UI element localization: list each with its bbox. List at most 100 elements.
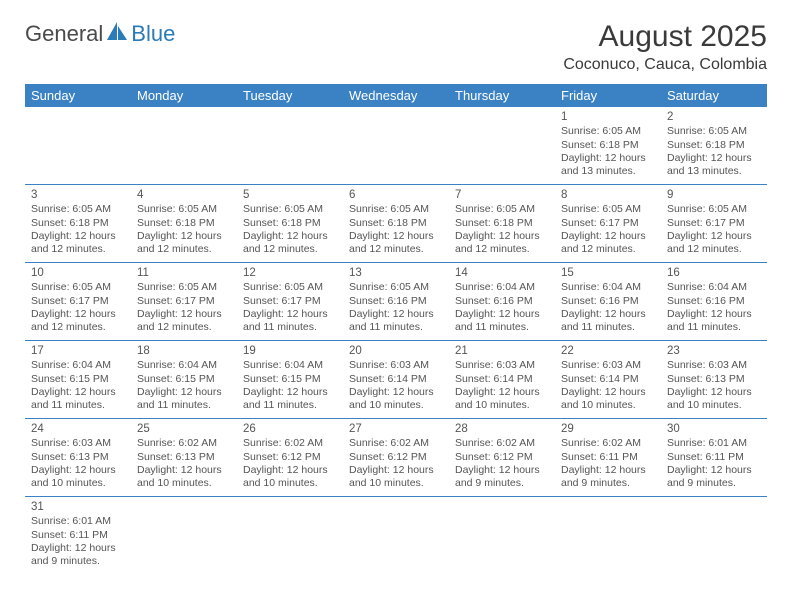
calendar-cell: 31Sunrise: 6:01 AMSunset: 6:11 PMDayligh… <box>25 497 131 575</box>
daylight-text: Daylight: 12 hours <box>561 464 655 477</box>
sunrise-text: Sunrise: 6:04 AM <box>137 359 231 372</box>
sunset-text: Sunset: 6:15 PM <box>137 373 231 386</box>
sunrise-text: Sunrise: 6:03 AM <box>561 359 655 372</box>
day-number: 19 <box>243 344 337 358</box>
calendar-cell: 22Sunrise: 6:03 AMSunset: 6:14 PMDayligh… <box>555 341 661 419</box>
daylight-text: Daylight: 12 hours <box>455 464 549 477</box>
calendar-cell: 26Sunrise: 6:02 AMSunset: 6:12 PMDayligh… <box>237 419 343 497</box>
sunrise-text: Sunrise: 6:03 AM <box>455 359 549 372</box>
sunrise-text: Sunrise: 6:02 AM <box>561 437 655 450</box>
sunrise-text: Sunrise: 6:05 AM <box>561 125 655 138</box>
day-number: 13 <box>349 266 443 280</box>
daylight-text: Daylight: 12 hours <box>561 152 655 165</box>
calendar-cell: 13Sunrise: 6:05 AMSunset: 6:16 PMDayligh… <box>343 263 449 341</box>
sunset-text: Sunset: 6:16 PM <box>455 295 549 308</box>
day-number: 25 <box>137 422 231 436</box>
sunset-text: Sunset: 6:18 PM <box>137 217 231 230</box>
daylight-text: and 13 minutes. <box>667 165 761 178</box>
daylight-text: and 10 minutes. <box>31 477 125 490</box>
daylight-text: and 13 minutes. <box>561 165 655 178</box>
daylight-text: and 10 minutes. <box>349 399 443 412</box>
calendar-cell <box>343 107 449 185</box>
day-number: 3 <box>31 188 125 202</box>
calendar-cell: 24Sunrise: 6:03 AMSunset: 6:13 PMDayligh… <box>25 419 131 497</box>
weekday-header: Monday <box>131 84 237 107</box>
daylight-text: and 11 minutes. <box>31 399 125 412</box>
calendar-cell: 6Sunrise: 6:05 AMSunset: 6:18 PMDaylight… <box>343 185 449 263</box>
daylight-text: and 12 minutes. <box>667 243 761 256</box>
daylight-text: and 11 minutes. <box>667 321 761 334</box>
day-number: 8 <box>561 188 655 202</box>
weekday-header: Tuesday <box>237 84 343 107</box>
location-text: Coconuco, Cauca, Colombia <box>563 56 767 74</box>
sunrise-text: Sunrise: 6:02 AM <box>349 437 443 450</box>
weekday-header: Saturday <box>661 84 767 107</box>
calendar-cell: 9Sunrise: 6:05 AMSunset: 6:17 PMDaylight… <box>661 185 767 263</box>
sunrise-text: Sunrise: 6:03 AM <box>667 359 761 372</box>
calendar-cell <box>555 497 661 575</box>
day-number: 7 <box>455 188 549 202</box>
calendar-cell: 2Sunrise: 6:05 AMSunset: 6:18 PMDaylight… <box>661 107 767 185</box>
daylight-text: Daylight: 12 hours <box>31 308 125 321</box>
calendar-row: 10Sunrise: 6:05 AMSunset: 6:17 PMDayligh… <box>25 263 767 341</box>
weekday-header-row: Sunday Monday Tuesday Wednesday Thursday… <box>25 84 767 107</box>
sunset-text: Sunset: 6:15 PM <box>31 373 125 386</box>
calendar-cell <box>237 497 343 575</box>
daylight-text: and 9 minutes. <box>561 477 655 490</box>
sunrise-text: Sunrise: 6:02 AM <box>137 437 231 450</box>
logo: General Blue <box>25 20 175 47</box>
daylight-text: and 9 minutes. <box>455 477 549 490</box>
sunset-text: Sunset: 6:17 PM <box>137 295 231 308</box>
calendar-cell: 1Sunrise: 6:05 AMSunset: 6:18 PMDaylight… <box>555 107 661 185</box>
sunset-text: Sunset: 6:18 PM <box>455 217 549 230</box>
calendar-cell: 4Sunrise: 6:05 AMSunset: 6:18 PMDaylight… <box>131 185 237 263</box>
calendar-cell: 14Sunrise: 6:04 AMSunset: 6:16 PMDayligh… <box>449 263 555 341</box>
daylight-text: and 12 minutes. <box>243 243 337 256</box>
daylight-text: and 12 minutes. <box>349 243 443 256</box>
day-number: 31 <box>31 500 125 514</box>
sunrise-text: Sunrise: 6:04 AM <box>455 281 549 294</box>
daylight-text: and 12 minutes. <box>31 321 125 334</box>
day-number: 17 <box>31 344 125 358</box>
calendar-cell <box>343 497 449 575</box>
daylight-text: and 10 minutes. <box>137 477 231 490</box>
sunset-text: Sunset: 6:11 PM <box>31 529 125 542</box>
calendar-cell <box>661 497 767 575</box>
calendar-cell: 5Sunrise: 6:05 AMSunset: 6:18 PMDaylight… <box>237 185 343 263</box>
day-number: 23 <box>667 344 761 358</box>
daylight-text: Daylight: 12 hours <box>667 308 761 321</box>
calendar-cell: 25Sunrise: 6:02 AMSunset: 6:13 PMDayligh… <box>131 419 237 497</box>
month-title: August 2025 <box>563 20 767 54</box>
calendar-cell: 20Sunrise: 6:03 AMSunset: 6:14 PMDayligh… <box>343 341 449 419</box>
day-number: 9 <box>667 188 761 202</box>
sunrise-text: Sunrise: 6:03 AM <box>349 359 443 372</box>
daylight-text: and 12 minutes. <box>137 243 231 256</box>
sunset-text: Sunset: 6:15 PM <box>243 373 337 386</box>
day-number: 14 <box>455 266 549 280</box>
sunrise-text: Sunrise: 6:01 AM <box>667 437 761 450</box>
daylight-text: and 12 minutes. <box>455 243 549 256</box>
daylight-text: and 12 minutes. <box>137 321 231 334</box>
day-number: 28 <box>455 422 549 436</box>
logo-text-blue: Blue <box>131 21 175 47</box>
sunset-text: Sunset: 6:11 PM <box>667 451 761 464</box>
sunrise-text: Sunrise: 6:02 AM <box>455 437 549 450</box>
daylight-text: Daylight: 12 hours <box>349 230 443 243</box>
calendar-cell <box>449 107 555 185</box>
daylight-text: and 10 minutes. <box>243 477 337 490</box>
day-number: 15 <box>561 266 655 280</box>
daylight-text: Daylight: 12 hours <box>349 386 443 399</box>
calendar-cell: 19Sunrise: 6:04 AMSunset: 6:15 PMDayligh… <box>237 341 343 419</box>
sunset-text: Sunset: 6:17 PM <box>31 295 125 308</box>
daylight-text: and 11 minutes. <box>137 399 231 412</box>
sunrise-text: Sunrise: 6:05 AM <box>243 203 337 216</box>
daylight-text: Daylight: 12 hours <box>31 542 125 555</box>
daylight-text: Daylight: 12 hours <box>137 308 231 321</box>
daylight-text: Daylight: 12 hours <box>667 152 761 165</box>
weekday-header: Friday <box>555 84 661 107</box>
sail-icon <box>105 20 129 47</box>
calendar-row: 17Sunrise: 6:04 AMSunset: 6:15 PMDayligh… <box>25 341 767 419</box>
sunset-text: Sunset: 6:12 PM <box>243 451 337 464</box>
day-number: 1 <box>561 110 655 124</box>
header: General Blue August 2025 Coconuco, Cauca… <box>25 20 767 74</box>
